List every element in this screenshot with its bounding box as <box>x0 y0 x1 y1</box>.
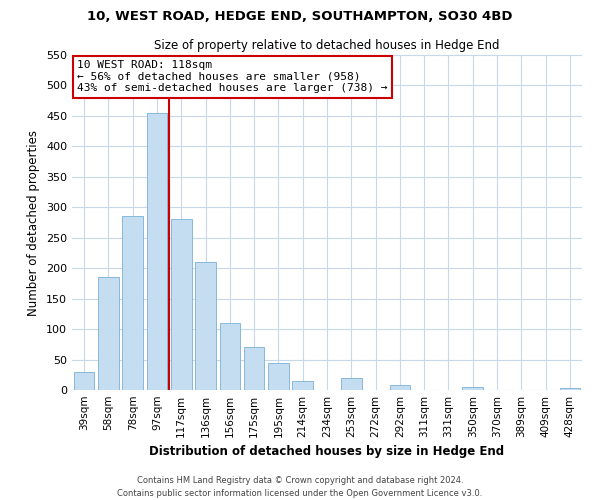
Bar <box>74 372 94 390</box>
Text: Contains HM Land Registry data © Crown copyright and database right 2024.
Contai: Contains HM Land Registry data © Crown c… <box>118 476 482 498</box>
X-axis label: Distribution of detached houses by size in Hedge End: Distribution of detached houses by size … <box>149 446 505 458</box>
Bar <box>171 220 191 390</box>
Bar <box>560 388 580 390</box>
Bar <box>146 113 167 390</box>
Bar <box>195 262 216 390</box>
Bar <box>268 362 289 390</box>
Bar <box>220 323 240 390</box>
Bar <box>98 278 119 390</box>
Bar <box>292 381 313 390</box>
Bar <box>463 387 483 390</box>
Bar <box>341 378 362 390</box>
Bar <box>122 216 143 390</box>
Bar <box>389 385 410 390</box>
Y-axis label: Number of detached properties: Number of detached properties <box>28 130 40 316</box>
Title: Size of property relative to detached houses in Hedge End: Size of property relative to detached ho… <box>154 40 500 52</box>
Text: 10 WEST ROAD: 118sqm
← 56% of detached houses are smaller (958)
43% of semi-deta: 10 WEST ROAD: 118sqm ← 56% of detached h… <box>77 60 388 93</box>
Bar <box>244 348 265 390</box>
Text: 10, WEST ROAD, HEDGE END, SOUTHAMPTON, SO30 4BD: 10, WEST ROAD, HEDGE END, SOUTHAMPTON, S… <box>87 10 513 23</box>
